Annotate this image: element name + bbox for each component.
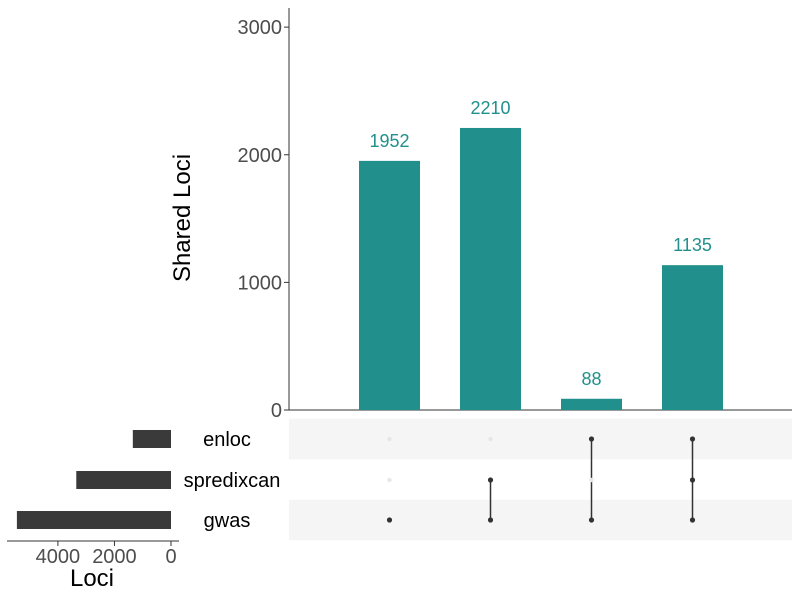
matrix-dot-active [588,517,595,523]
bar-value-label: 2210 [470,98,510,118]
matrix-dot-active [588,436,595,442]
set-size-bar [132,430,171,448]
matrix-stripe-gwas [289,499,792,541]
intersection-bars [359,127,723,410]
matrix-dot-active [689,436,696,442]
set-name-label: gwas [204,510,251,532]
y-tick-label: 3000 [238,17,283,39]
intersection-matrix [386,436,696,523]
matrix-stripes [289,418,792,541]
matrix-dot-active [386,517,393,523]
matrix-dot-active [487,517,494,523]
bar-value-label: 88 [581,369,601,389]
matrix-stripe-enloc [289,418,792,460]
bar-value-label: 1135 [673,235,712,255]
set-size-bars [16,430,172,529]
intersection-bar [561,398,622,410]
matrix-dot-active [689,477,696,483]
intersection-bar [460,127,521,410]
set-size-axis-title: Loci [70,565,114,592]
bar-value-label: 1952 [369,131,409,151]
matrix-dot-active [689,517,696,523]
matrix-dot-active [487,477,494,483]
set-size-bar [16,511,172,529]
matrix-stripe-spredixcan [289,459,792,501]
set-size-bar [76,471,171,489]
y-axis-title: Shared Loci [169,154,196,282]
y-tick-label: 0 [271,400,282,422]
set-size-tick-label: 4000 [36,546,81,568]
matrix-dot-inactive [589,477,594,483]
y-tick-label: 1000 [238,272,283,294]
set-names: enloc spredixcan gwas [184,429,281,532]
intersection-bar [662,265,723,410]
set-name-label: enloc [203,429,251,451]
set-size-axis: 4000 2000 0 [7,540,179,568]
intersection-bar [359,160,420,410]
set-size-tick-label: 0 [165,546,176,568]
matrix-dot-inactive [488,436,493,442]
y-tick-label: 2000 [238,145,283,167]
matrix-dot-inactive [387,477,392,483]
set-name-label: spredixcan [184,470,281,492]
matrix-dot-inactive [387,436,392,442]
set-size-tick-label: 2000 [92,546,137,568]
intersection-bar-labels: 1952 2210 88 1135 [369,98,711,389]
